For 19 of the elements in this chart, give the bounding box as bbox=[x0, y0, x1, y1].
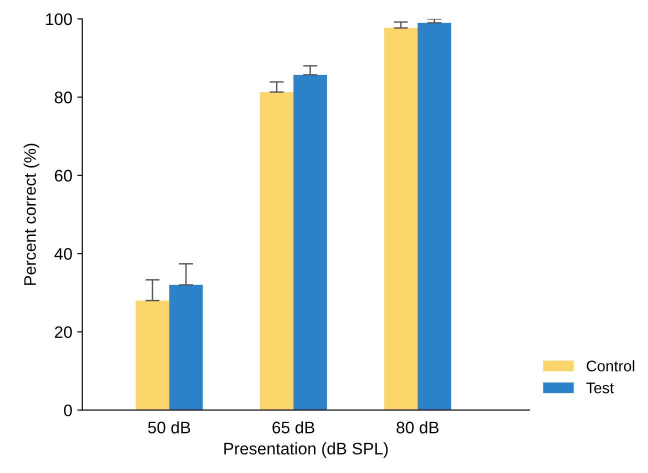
y-tick-label: 0 bbox=[64, 404, 72, 416]
y-tick-label: 60 bbox=[54, 170, 72, 182]
x-tick-label: 65 dB bbox=[272, 421, 314, 434]
y-tick-label: 100 bbox=[46, 13, 72, 26]
bar bbox=[136, 300, 170, 410]
x-tick-label: 80 dB bbox=[396, 421, 439, 434]
bar bbox=[169, 284, 203, 410]
x-tick-label: 50 dB bbox=[148, 421, 190, 434]
y-tick-label: 40 bbox=[54, 248, 72, 260]
y-axis-title: Percent correct (%) bbox=[24, 144, 40, 285]
bar bbox=[418, 22, 452, 410]
legend-label: Control bbox=[586, 360, 634, 372]
y-tick-label: 20 bbox=[54, 326, 72, 338]
bar bbox=[384, 28, 418, 410]
x-axis-title: Presentation (dB SPL) bbox=[224, 442, 388, 458]
legend-label: Test bbox=[586, 382, 614, 394]
bar bbox=[293, 74, 327, 410]
bar bbox=[260, 92, 294, 410]
y-tick-label: 80 bbox=[54, 92, 72, 104]
